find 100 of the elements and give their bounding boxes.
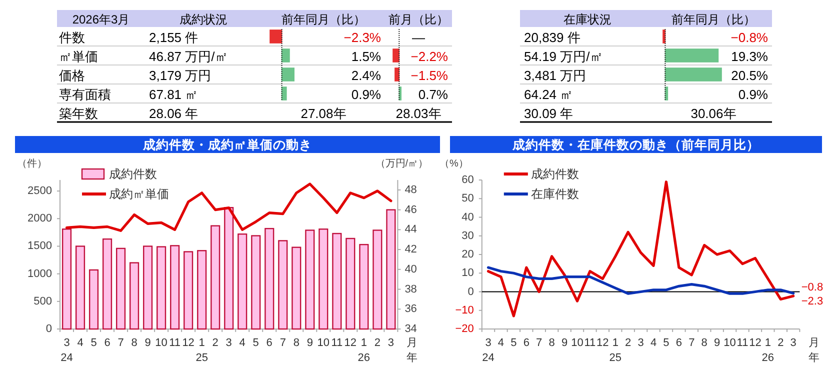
data-label: 1.5% — [351, 49, 382, 64]
bar — [292, 246, 302, 330]
bar — [359, 244, 369, 330]
x-tick-label: 4 — [77, 337, 84, 349]
bar — [318, 228, 328, 330]
y2-tick-label: 38 — [404, 283, 417, 296]
line-series — [486, 180, 795, 318]
y-axis-title: （%） — [439, 158, 468, 170]
y-tick-label: 20 — [462, 248, 474, 260]
x-tick-label: 10 — [724, 337, 736, 349]
x-tick-label: 8 — [548, 337, 555, 349]
bar — [664, 68, 722, 82]
data-label: 2.4% — [351, 68, 382, 83]
x-tick-label: 7 — [536, 337, 542, 349]
y-tick-label: −10 — [455, 304, 474, 316]
x-tick-label: 8 — [293, 337, 300, 349]
x-tick-label: 9 — [714, 337, 720, 349]
text: — — [412, 30, 425, 45]
line-series — [65, 182, 392, 232]
x-tick-label: 1 25 — [196, 337, 208, 364]
y-tick-label: 2500 — [28, 185, 52, 198]
data-label: −2.2% — [410, 49, 448, 64]
x-tick-label: 5 — [252, 337, 259, 349]
bar — [75, 246, 86, 330]
y2-tick-label: 34 — [404, 323, 417, 335]
x-tick-label: 2 — [625, 337, 632, 349]
text: 30.06年 — [690, 106, 736, 121]
y2-tick-label: 36 — [404, 303, 417, 316]
x-tick-label: 12 — [749, 337, 762, 349]
x-tick-label: 1 26 — [358, 337, 370, 364]
y-tick-label: 50 — [462, 192, 474, 205]
text: 年 — [808, 352, 820, 364]
chart-title: 成約件数・在庫件数の動き（前年同月比） — [512, 137, 760, 152]
bar — [197, 250, 207, 330]
text: 28.06 年 — [149, 106, 198, 121]
data-label: 20.5% — [731, 68, 768, 83]
x-axis-title: 月 — [808, 337, 820, 349]
bar — [238, 233, 248, 330]
x-tick-label: 5 — [663, 337, 670, 349]
x-tick-label: 3 24 — [60, 337, 73, 364]
bar — [664, 48, 719, 62]
y-tick-label: 1000 — [28, 268, 52, 280]
data-label: 0.9% — [738, 87, 768, 102]
x-tick-label: 7 — [688, 337, 695, 349]
text: 在庫状況 — [564, 12, 612, 26]
x-tick-label: 9 — [561, 337, 568, 349]
data-label: −1.5% — [410, 68, 448, 83]
x-tick-label: 4 — [650, 337, 657, 349]
x-tick-label: 4 — [239, 337, 246, 349]
y2-axis-title: （万円/㎡） — [375, 158, 428, 170]
x-tick-label: 4 — [498, 337, 504, 349]
y-tick-label: ㎡単価 — [59, 49, 98, 64]
text: 成約状況 — [180, 12, 228, 26]
x-tick-label: 6 — [676, 337, 682, 349]
text: 3,481 万円 — [524, 68, 586, 83]
x-tick-label: 2 — [374, 337, 380, 349]
legend-label: 成約㎡単価 — [109, 187, 169, 201]
x-tick-label: 10 — [317, 337, 330, 349]
bar — [210, 225, 220, 330]
x-tick-label: 5 — [90, 337, 97, 349]
y-tick-label: 1500 — [28, 240, 52, 252]
text: 67.81 ㎡ — [149, 87, 198, 102]
x-tick-label: 11 — [584, 337, 596, 349]
y-tick-label: 30 — [462, 230, 474, 242]
y-tick-label: 価格 — [59, 68, 85, 83]
bar — [184, 251, 194, 330]
y-tick-label: 0 — [46, 323, 52, 335]
text: 2026年3月 — [72, 12, 130, 26]
bar — [170, 245, 180, 330]
y-tick-label: 築年数 — [59, 106, 98, 121]
y2-tick-label: 44 — [404, 224, 417, 236]
x-tick-label: 9 — [306, 337, 313, 349]
text: 46.87 万円/㎡ — [149, 49, 228, 64]
bar — [130, 262, 140, 330]
series-label: 前月（比） — [388, 12, 448, 26]
y-tick-label: 2000 — [28, 212, 52, 225]
text: 3,179 万円 — [149, 68, 212, 83]
x-tick-label: 6 — [523, 337, 530, 349]
bar — [156, 246, 166, 330]
x-tick-label: 8 — [131, 337, 138, 349]
bar — [62, 228, 72, 330]
x-tick-label: 2 — [212, 337, 218, 349]
text: 54.19 万円/㎡ — [524, 49, 603, 64]
x-axis-title: 月 — [406, 337, 418, 349]
bar — [372, 230, 382, 330]
x-tick-label: 12 — [344, 337, 357, 349]
series-label: 前年同月（比） — [282, 12, 366, 26]
y2-tick-label: 40 — [404, 263, 417, 276]
y-tick-label: 0 — [468, 286, 474, 298]
x-tick-label: 10 — [155, 337, 168, 349]
x-tick-label: 6 — [266, 337, 272, 349]
chart-title: 成約件数・成約㎡単価の動き — [142, 138, 312, 152]
x-tick-label: 1 26 — [762, 337, 774, 364]
x-tick-label: 11 — [736, 337, 748, 349]
text: 20,839 件 — [524, 30, 580, 45]
bar — [270, 30, 282, 44]
x-tick-label: 2 — [778, 337, 784, 349]
y-tick-label: 40 — [462, 211, 474, 224]
text: 30.09 年 — [524, 106, 574, 121]
data-label: 19.3% — [731, 49, 768, 64]
